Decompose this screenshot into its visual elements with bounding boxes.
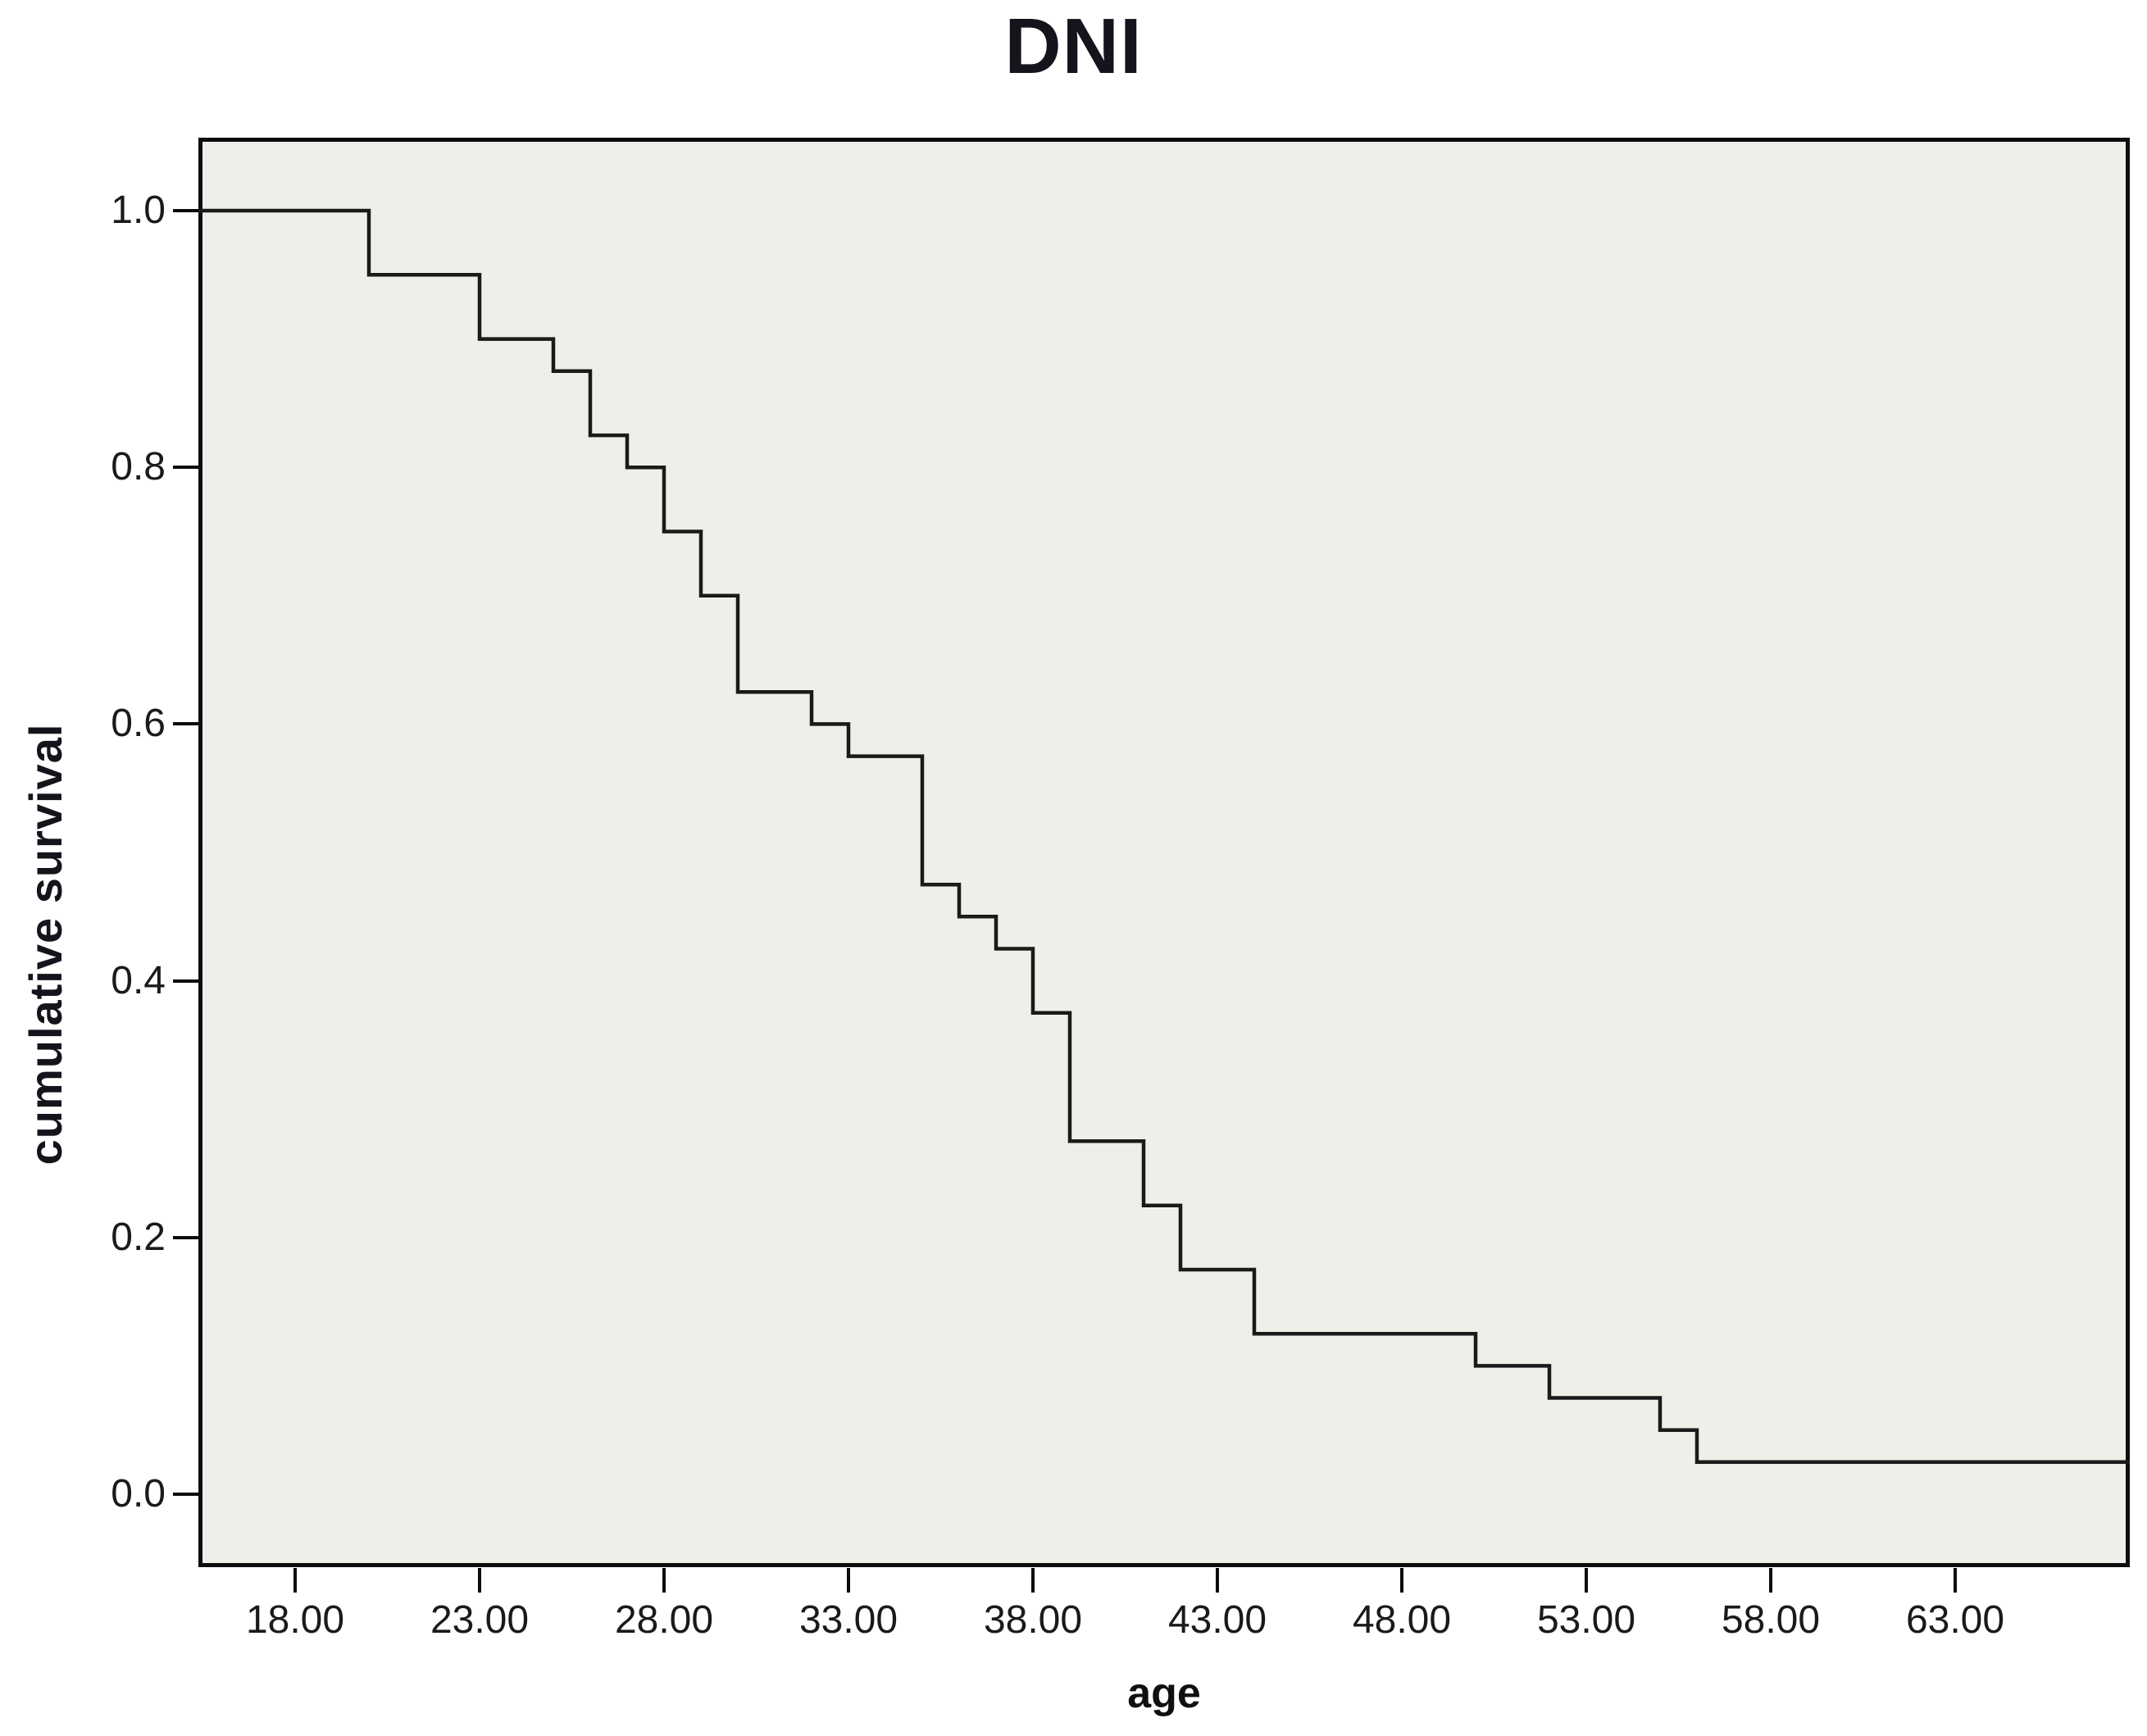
- chart-title: DNI: [1004, 2, 1143, 90]
- x-tick-mark: [1031, 1568, 1035, 1593]
- x-tick-mark: [1216, 1568, 1219, 1593]
- y-tick-mark: [173, 979, 198, 983]
- x-tick-label: 23.00: [430, 1598, 530, 1642]
- x-tick-mark: [293, 1568, 297, 1593]
- x-tick-mark: [1769, 1568, 1772, 1593]
- x-tick-label: 33.00: [798, 1598, 898, 1642]
- x-tick-label: 48.00: [1352, 1598, 1452, 1642]
- x-tick-mark: [1585, 1568, 1588, 1593]
- x-tick-label: 38.00: [983, 1598, 1083, 1642]
- x-tick-mark: [662, 1568, 666, 1593]
- x-tick-label: 63.00: [1905, 1598, 2005, 1642]
- x-tick-mark: [1954, 1568, 1957, 1593]
- plot-area: [198, 138, 2130, 1567]
- survival-curve: [198, 208, 2130, 1465]
- x-tick-label: 43.00: [1167, 1598, 1267, 1642]
- curve-canvas: [198, 208, 2130, 1465]
- y-tick-mark: [173, 1493, 198, 1496]
- x-tick-label: 58.00: [1721, 1598, 1821, 1642]
- y-tick-mark: [173, 209, 198, 212]
- y-tick-mark: [173, 722, 198, 726]
- x-tick-mark: [847, 1568, 850, 1593]
- y-tick-label: 1.0: [111, 189, 166, 232]
- y-tick-label: 0.6: [111, 702, 166, 746]
- y-tick-mark: [173, 1235, 198, 1239]
- x-tick-label: 53.00: [1536, 1598, 1636, 1642]
- x-tick-label: 18.00: [245, 1598, 345, 1642]
- y-tick-mark: [173, 466, 198, 470]
- x-tick-mark: [478, 1568, 481, 1593]
- x-axis-label: age: [1127, 1670, 1201, 1717]
- y-tick-label: 0.4: [111, 958, 166, 1002]
- y-axis-label: cumulative survival: [20, 723, 71, 1166]
- y-tick-label: 0.8: [111, 445, 166, 489]
- y-tick-label: 0.2: [111, 1215, 166, 1259]
- x-tick-label: 28.00: [614, 1598, 714, 1642]
- x-tick-mark: [1400, 1568, 1403, 1593]
- y-tick-label: 0.0: [111, 1472, 166, 1516]
